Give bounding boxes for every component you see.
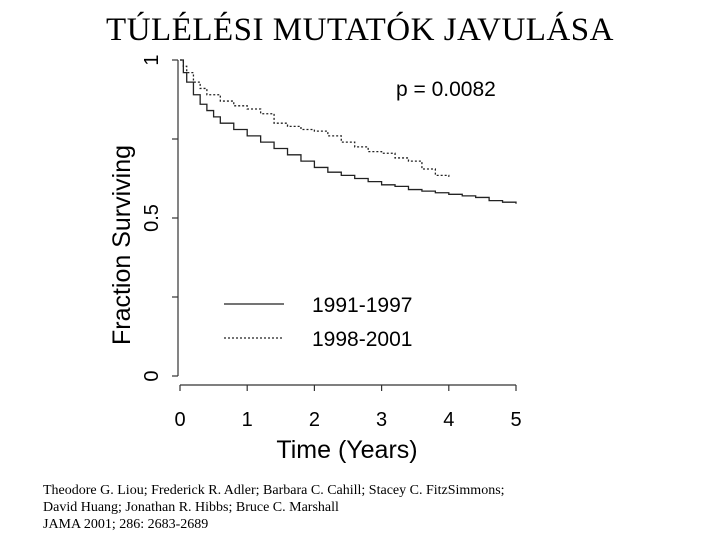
chart-axes: 0 0.5 1 0 1 2 3 4 5 bbox=[141, 54, 522, 431]
x-tick-label-1: 1 bbox=[242, 409, 253, 431]
legend-label-1: 1998-2001 bbox=[312, 328, 412, 351]
chart-series bbox=[180, 59, 517, 204]
x-tick-label-4: 4 bbox=[443, 409, 454, 431]
chart-legend: 1991-1997 1998-2001 bbox=[224, 294, 412, 351]
p-value-annotation: p = 0.0082 bbox=[396, 78, 496, 101]
y-tick-label-0: 0 bbox=[141, 370, 163, 381]
y-tick-label-1: 0.5 bbox=[141, 204, 163, 232]
legend-label-0: 1991-1997 bbox=[312, 294, 412, 317]
y-axis-label: Fraction Surviving bbox=[108, 145, 136, 345]
citation-authors-line-2: David Huang; Jonathan R. Hibbs; Bruce C.… bbox=[43, 500, 339, 515]
citation-authors-line-1: Theodore G. Liou; Frederick R. Adler; Ba… bbox=[43, 483, 505, 498]
slide-title: TÚLÉLÉSI MUTATÓK JAVULÁSA bbox=[106, 12, 614, 48]
series-line-1991-1997 bbox=[180, 59, 517, 204]
citation: Theodore G. Liou; Frederick R. Adler; Ba… bbox=[43, 482, 505, 533]
y-tick-label-2: 1 bbox=[141, 54, 163, 65]
x-tick-label-0: 0 bbox=[174, 409, 185, 431]
citation-journal: JAMA 2001; 286: 2683-2689 bbox=[43, 517, 209, 532]
series-line-1998-2001 bbox=[180, 59, 450, 177]
x-tick-label-2: 2 bbox=[309, 409, 320, 431]
x-tick-label-3: 3 bbox=[376, 409, 387, 431]
x-tick-label-5: 5 bbox=[510, 409, 521, 431]
x-axis-label: Time (Years) bbox=[276, 436, 417, 464]
